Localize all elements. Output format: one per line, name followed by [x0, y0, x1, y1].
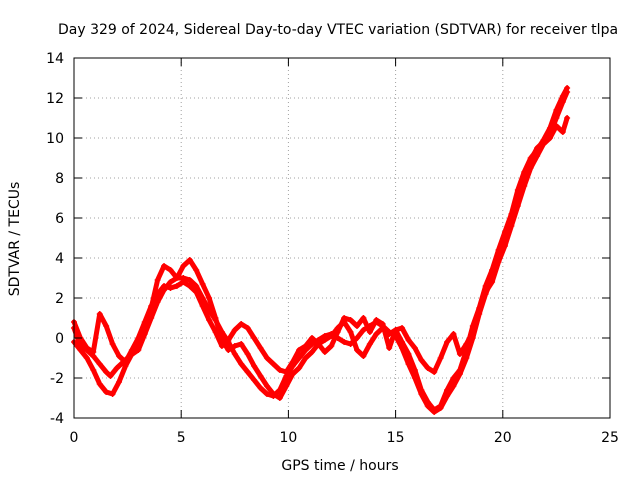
plot-area [71, 85, 570, 415]
x-axis-label: GPS time / hours [281, 458, 398, 474]
grid [74, 58, 610, 418]
y-tick-label: 12 [46, 91, 64, 107]
y-tick-label: 4 [55, 251, 64, 267]
y-tick-label: 10 [46, 131, 64, 147]
axis-ticks: 0 5 10 15 20 25 -4 -2 0 2 4 6 8 10 12 14 [46, 51, 619, 446]
y-tick-label: 14 [46, 51, 64, 67]
series-track-b [71, 85, 570, 413]
y-tick-label: 6 [55, 211, 64, 227]
series-line [74, 88, 567, 410]
x-tick-label: 5 [177, 430, 186, 446]
x-tick-label: 10 [279, 430, 297, 446]
x-tick-label: 15 [387, 430, 405, 446]
y-tick-label: -4 [50, 411, 64, 427]
series-line [74, 118, 567, 372]
plot-border [74, 58, 610, 418]
x-tick-label: 0 [70, 430, 79, 446]
y-tick-label: 8 [55, 171, 64, 187]
y-axis-label: SDTVAR / TECUs [7, 182, 23, 297]
series-line [74, 92, 567, 412]
x-tick-label: 25 [601, 430, 619, 446]
y-tick-label: -2 [50, 371, 64, 387]
chart-title: Day 329 of 2024, Sidereal Day-to-day VTE… [58, 22, 618, 38]
y-tick-label: 2 [55, 291, 64, 307]
sdtvar-chart: 0 5 10 15 20 25 -4 -2 0 2 4 6 8 10 12 14 Day 329 of 202… [0, 0, 640, 480]
x-tick-label: 20 [494, 430, 512, 446]
y-tick-label: 0 [55, 331, 64, 347]
